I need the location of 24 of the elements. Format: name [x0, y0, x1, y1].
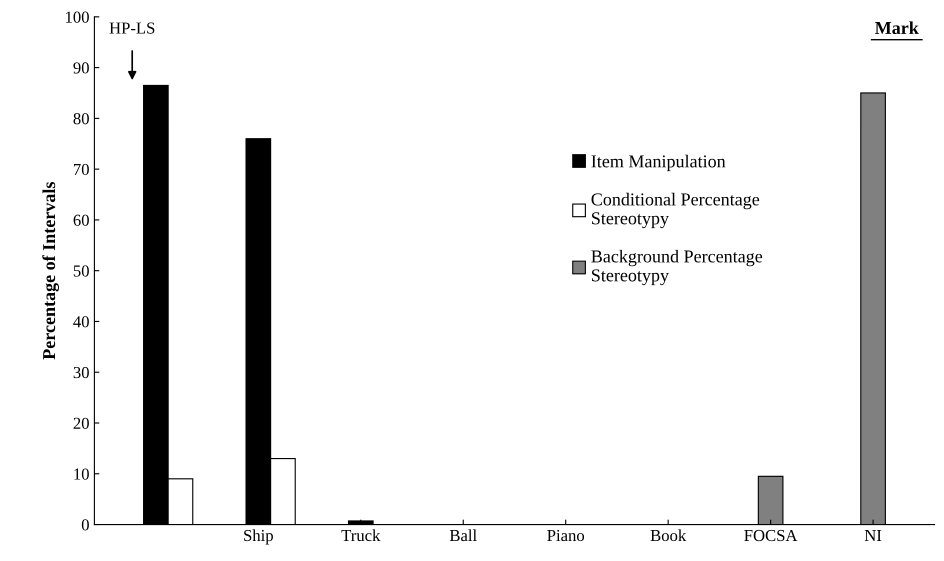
x-tick-label: Book: [650, 529, 686, 542]
annotation: HP-LS: [110, 22, 154, 34]
y-tick-label: 40: [73, 316, 89, 328]
y-tick-label: 60: [74, 214, 89, 226]
y-axis-title: Percentage of Intervals: [42, 182, 59, 360]
y-tick-label: 0: [82, 519, 89, 530]
y-tick-label: 50: [74, 265, 89, 277]
x-tick-label: FOCSA: [744, 530, 798, 542]
x-tick-label: Truck: [341, 529, 380, 542]
y-tick-label: 20: [74, 418, 89, 429]
y-tick-label: 80: [74, 113, 89, 124]
y-tick-label: 10: [74, 468, 89, 480]
x-tick-label: NI: [864, 530, 882, 541]
legend-label: Background Percentage Stereotypy: [591, 250, 762, 286]
x-tick-label: Ball: [450, 529, 477, 542]
annotation: Mark: [874, 21, 919, 34]
legend-label: Conditional Percentage Stereotypy: [592, 192, 760, 228]
y-tick-label: 90: [73, 62, 89, 74]
x-tick-label: Piano: [547, 530, 584, 542]
y-tick-label: 30: [74, 366, 89, 378]
legend-label: Item Manipulation: [591, 154, 726, 172]
x-tick-label: Ship: [244, 529, 273, 545]
y-tick-label: 70: [74, 164, 89, 176]
y-tick-label: 100: [66, 12, 89, 23]
